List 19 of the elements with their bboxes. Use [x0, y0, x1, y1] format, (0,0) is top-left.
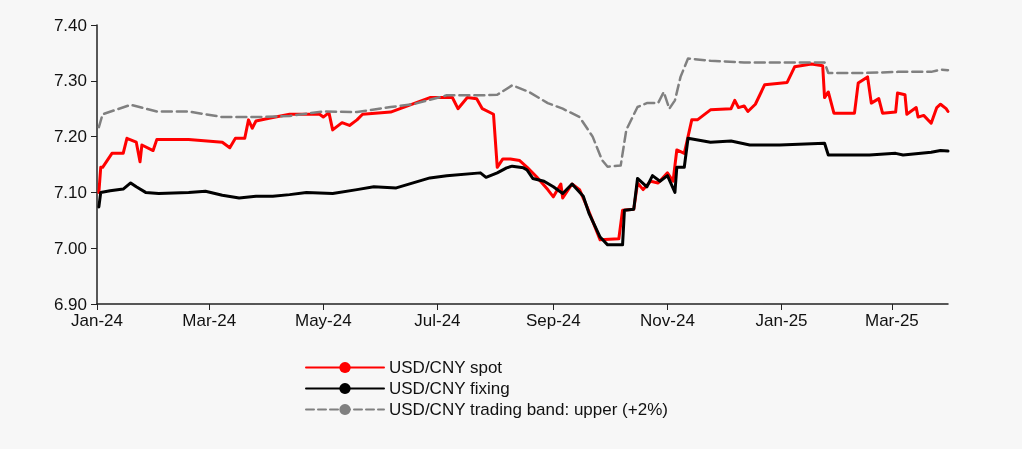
legend-label: USD/CNY trading band: upper (+2%) — [389, 400, 668, 419]
x-tick-label: Sep-24 — [525, 311, 581, 330]
line-series — [97, 57, 950, 168]
x-tick-label: Jan-25 — [755, 311, 808, 330]
x-tick-label: May-24 — [294, 311, 352, 330]
legend-label: USD/CNY spot — [389, 358, 503, 377]
x-tick-label: Nov-24 — [640, 311, 695, 330]
legend-label: USD/CNY fixing — [389, 379, 510, 398]
y-tick-label: 7.30 — [53, 71, 87, 91]
x-tick-label: Jul-24 — [414, 311, 461, 330]
line-series — [97, 136, 950, 247]
x-tick-label: Jan-24 — [71, 311, 123, 330]
x-tick-label: Mar-25 — [864, 311, 919, 330]
y-tick-label: 6.90 — [53, 294, 87, 314]
y-tick-label: 7.20 — [53, 127, 87, 147]
y-tick-label: 7.00 — [53, 238, 87, 258]
x-tick-label: Mar-24 — [182, 311, 237, 330]
y-tick-label: 7.40 — [53, 15, 87, 35]
y-tick-label: 7.10 — [53, 182, 87, 202]
